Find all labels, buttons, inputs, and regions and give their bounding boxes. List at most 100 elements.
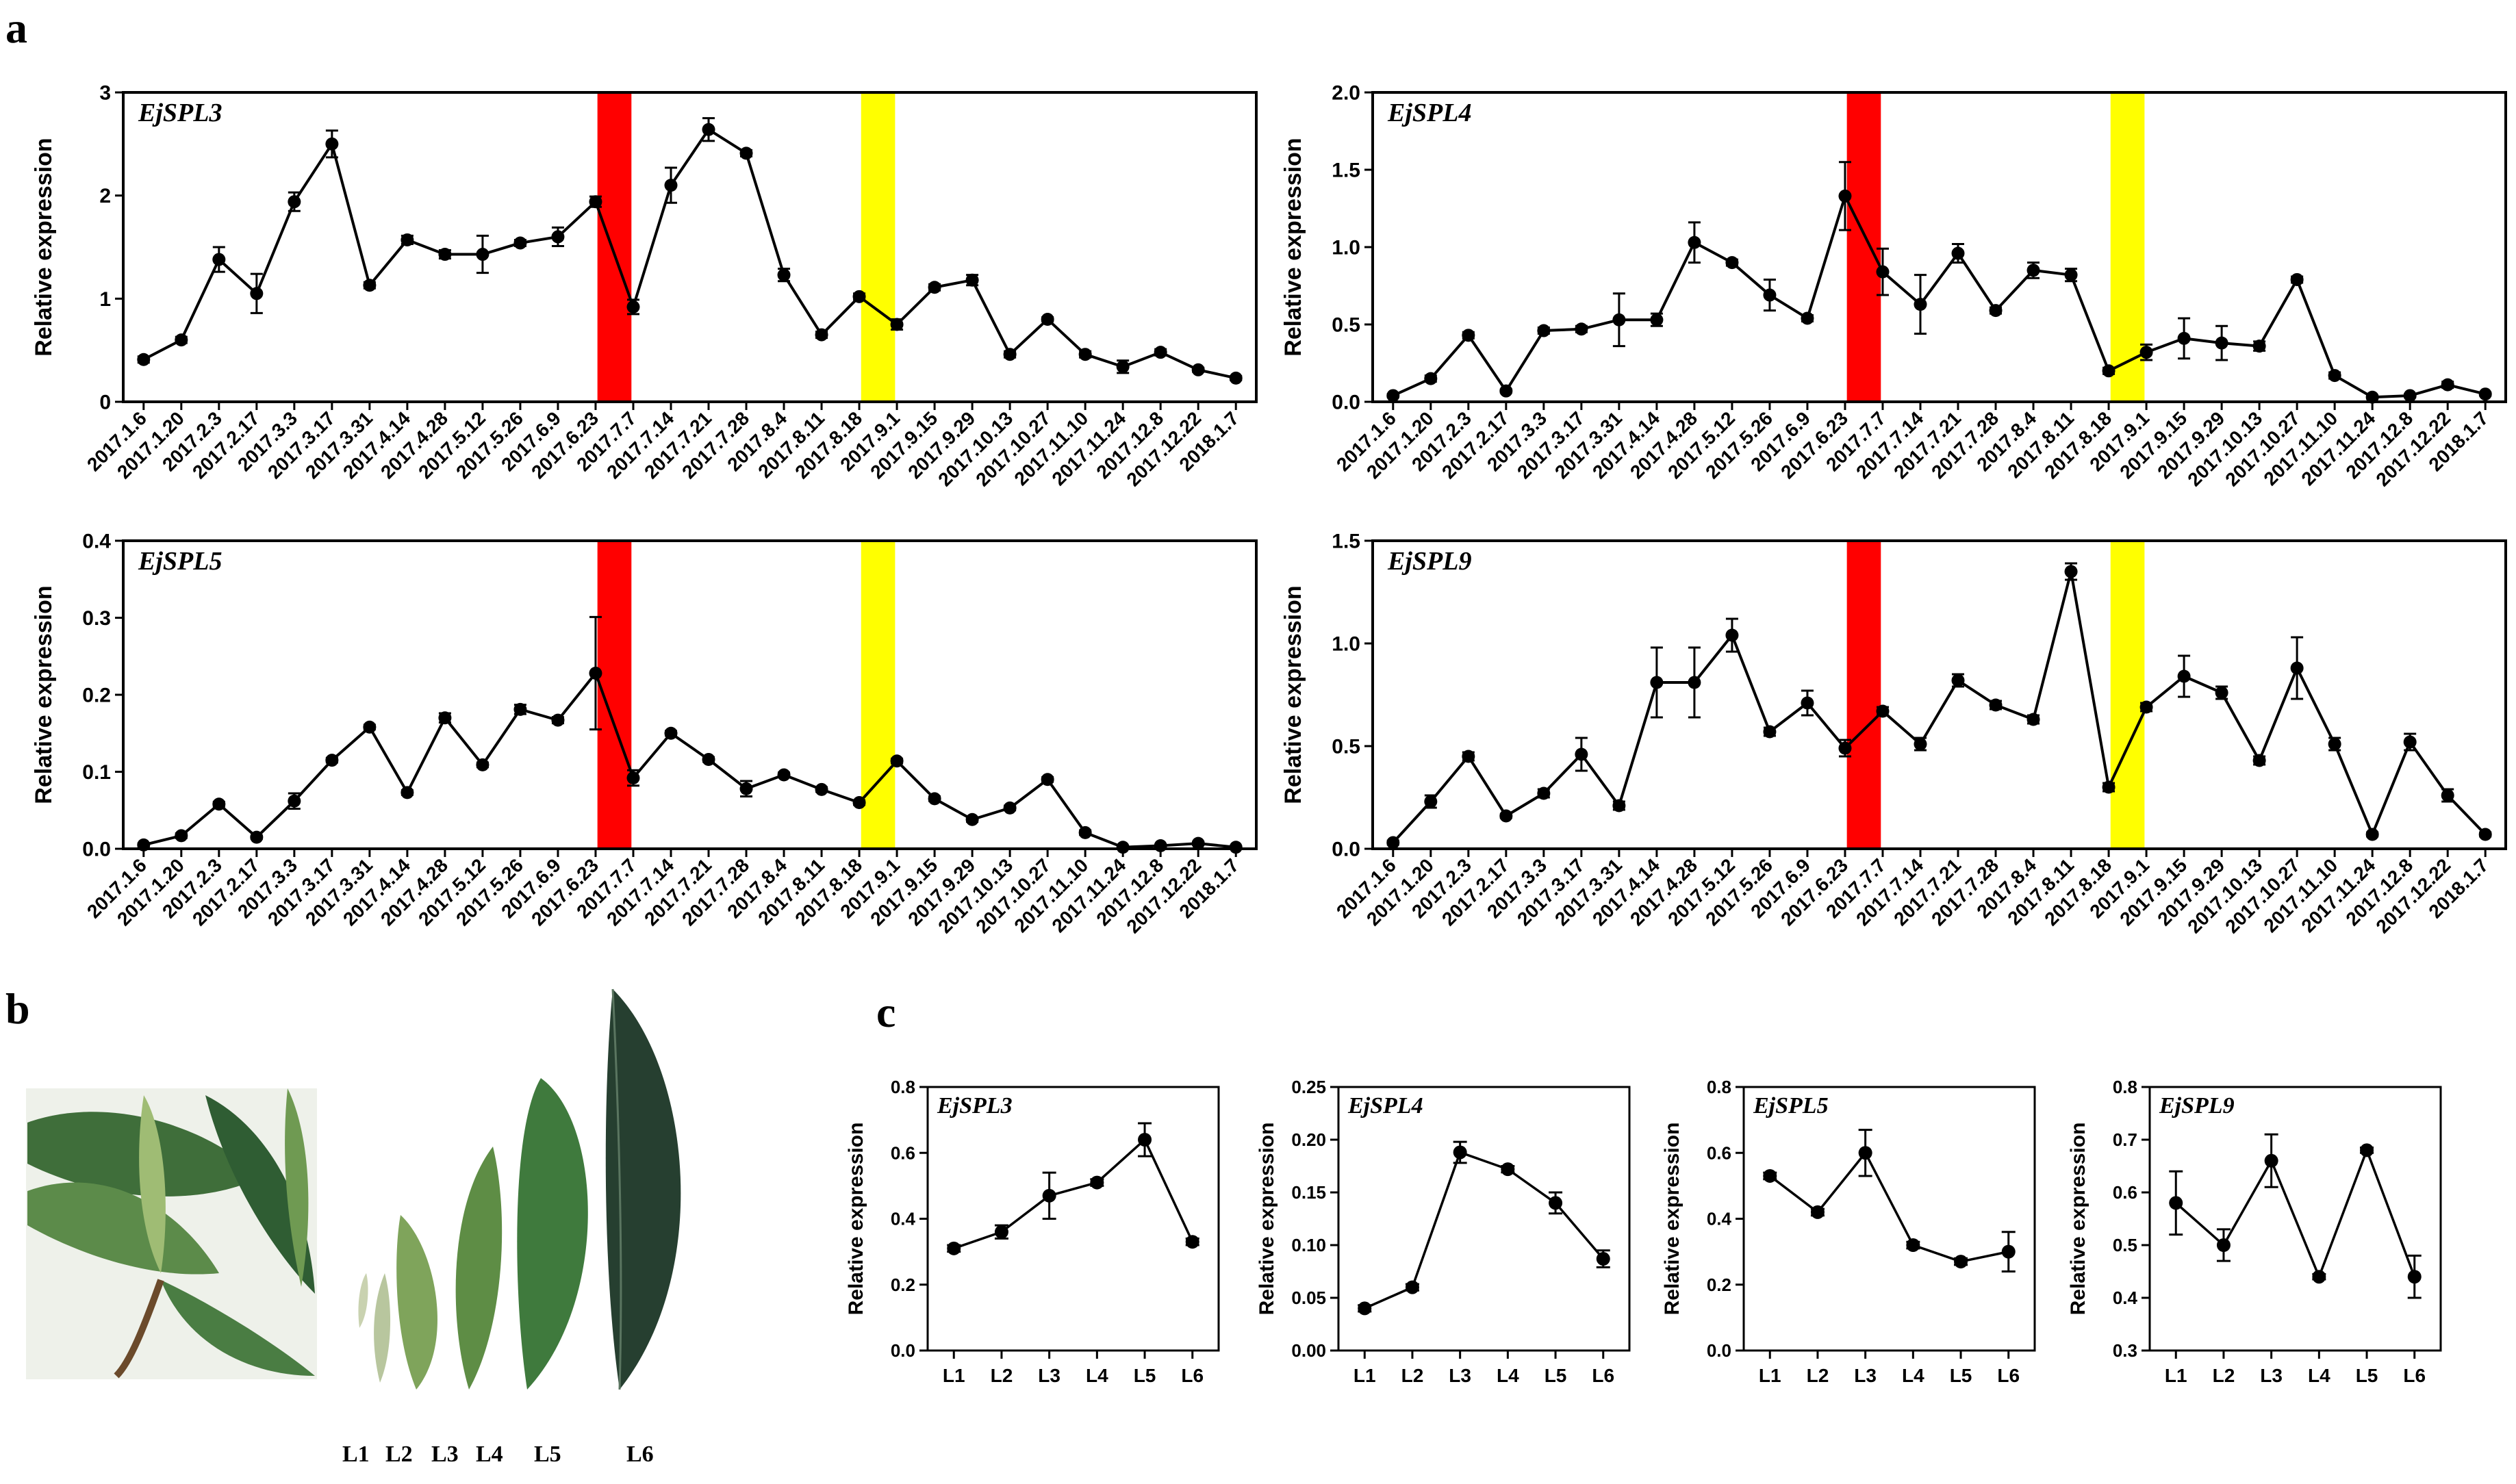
chart-title: EjSPL3 xyxy=(937,1093,1013,1118)
data-point xyxy=(777,768,791,782)
chart-title: EjSPL4 xyxy=(1387,99,1471,127)
leaf-label-L4: L4 xyxy=(476,1442,503,1467)
data-point xyxy=(1154,839,1167,852)
data-point xyxy=(137,838,151,852)
data-point xyxy=(1801,311,1814,325)
y-tick-label: 0.1 xyxy=(82,761,111,784)
data-point xyxy=(739,782,753,795)
data-point xyxy=(1191,836,1205,850)
data-point xyxy=(438,248,452,261)
photo-shoot xyxy=(26,1088,317,1379)
plot-frame xyxy=(1371,539,2507,850)
data-point xyxy=(1650,676,1664,689)
plot-frame xyxy=(122,91,1258,403)
y-tick-label: 0.6 xyxy=(1707,1142,1731,1163)
data-point xyxy=(363,279,377,292)
x-tick-label: L4 xyxy=(1497,1365,1519,1386)
y-axis-title: Relative expression xyxy=(31,138,57,356)
data-point xyxy=(513,236,527,250)
data-point xyxy=(1078,348,1092,361)
x-tick-label: L6 xyxy=(2403,1365,2426,1386)
y-tick-label: 0.25 xyxy=(1291,1077,1326,1097)
y-tick-label: 0.4 xyxy=(1707,1209,1732,1229)
chart-ejspl3-leaf-stage: 0.0 0.2 0.4 0.6 0.8 Relative expression EjSPL3… xyxy=(845,1077,1220,1386)
y-tick-label: 2 xyxy=(99,185,111,207)
data-point xyxy=(1725,628,1739,642)
y-tick-label: 0.6 xyxy=(891,1142,915,1163)
y-axis-title: Relative expression xyxy=(1661,1123,1683,1316)
data-point xyxy=(965,813,979,826)
data-point xyxy=(2478,387,2492,401)
x-tick-label: L5 xyxy=(1950,1365,1972,1386)
y-tick-label: 0.0 xyxy=(891,1340,915,1361)
data-point xyxy=(1914,298,1927,311)
x-tick-label: L3 xyxy=(2260,1365,2283,1386)
data-point xyxy=(2290,272,2304,286)
panel-label-b: b xyxy=(5,984,30,1033)
data-point xyxy=(1386,836,1400,849)
leaf-labels: L1 L2 L3 L4 L5 L6 xyxy=(342,1442,654,1467)
x-tick-label: L2 xyxy=(1401,1365,1424,1386)
data-point xyxy=(288,794,301,808)
photo-leaf-series xyxy=(358,988,681,1390)
data-point xyxy=(702,123,715,136)
data-point xyxy=(2365,390,2379,404)
data-point xyxy=(2215,336,2228,350)
data-point xyxy=(815,328,828,342)
chart-title: EjSPL3 xyxy=(138,99,222,127)
data-point xyxy=(928,281,941,294)
y-tick-label: 1.5 xyxy=(1332,159,1360,182)
red-highlight-band xyxy=(1846,92,1881,402)
data-point xyxy=(2064,565,2078,578)
data-point xyxy=(815,782,828,796)
yellow-highlight-band xyxy=(861,541,895,849)
x-tick-label: L1 xyxy=(1354,1365,1376,1386)
y-tick-label: 1.0 xyxy=(1332,633,1360,656)
data-point xyxy=(2328,737,2341,751)
data-point xyxy=(947,1241,961,1255)
y-tick-label: 1.5 xyxy=(1332,530,1360,553)
data-point xyxy=(1549,1196,1563,1210)
y-tick-label: 0.3 xyxy=(82,607,111,630)
data-point xyxy=(2252,754,2266,767)
x-tick-label: L2 xyxy=(991,1365,1013,1386)
data-point xyxy=(2312,1270,2326,1284)
y-tick-label: 0.0 xyxy=(1332,392,1360,414)
data-point xyxy=(2139,346,2153,359)
y-tick-label: 3 xyxy=(99,82,111,105)
data-point xyxy=(2252,340,2266,353)
data-point xyxy=(1951,674,1965,687)
data-point xyxy=(2064,268,2078,282)
data-point xyxy=(777,268,791,282)
data-point xyxy=(1612,799,1626,813)
x-tick-label: L2 xyxy=(1807,1365,1829,1386)
leaf-label-L6: L6 xyxy=(626,1442,654,1467)
data-point xyxy=(1801,696,1814,710)
data-point xyxy=(626,300,640,314)
y-tick-label: 0.5 xyxy=(1332,736,1360,758)
data-point xyxy=(1989,304,2003,318)
y-tick-label: 0.0 xyxy=(1332,839,1360,861)
data-point xyxy=(2177,669,2191,683)
plot-frame xyxy=(1371,91,2507,403)
data-point xyxy=(1763,288,1777,302)
data-point xyxy=(1042,1188,1056,1203)
y-tick-label: 0.8 xyxy=(1707,1077,1731,1097)
chart-ejspl5-leaf-stage: 0.0 0.2 0.4 0.6 0.8 Relative expression EjSPL5… xyxy=(1661,1077,2036,1386)
data-point xyxy=(664,179,678,192)
data-point xyxy=(1688,676,1701,689)
data-point xyxy=(1185,1235,1199,1249)
red-highlight-band xyxy=(597,92,632,402)
data-point xyxy=(1499,384,1513,398)
data-point xyxy=(1596,1252,1610,1266)
y-tick-label: 0.2 xyxy=(1707,1275,1731,1295)
x-tick-label: L6 xyxy=(1592,1365,1614,1386)
data-point xyxy=(1838,741,1852,755)
data-point xyxy=(2478,828,2492,841)
data-point xyxy=(1424,372,1438,385)
data-point xyxy=(1876,265,1890,279)
data-point xyxy=(212,797,226,811)
panel-label-a: a xyxy=(5,3,27,52)
data-point xyxy=(250,830,264,844)
